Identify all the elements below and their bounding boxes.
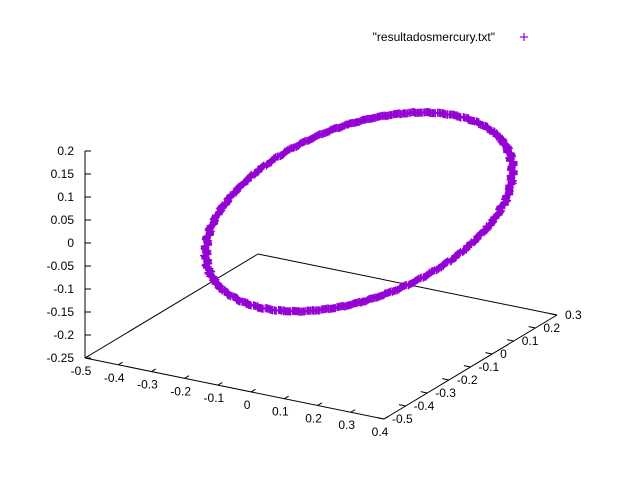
x-tick-label-5: 0 [244, 398, 251, 412]
y-tick-label-5: 0 [500, 347, 507, 361]
x-tick-label-7: 0.2 [305, 411, 322, 425]
series-point [496, 202, 505, 211]
x-tick-8 [350, 409, 356, 413]
series-point [290, 142, 299, 151]
x-tick-9 [383, 415, 389, 420]
series-point [263, 160, 272, 169]
x-tick-label-0: -0.5 [71, 364, 92, 378]
x-tick-label-4: -0.1 [204, 391, 225, 405]
y-tick-label-3: -0.2 [457, 373, 478, 387]
z-tick-label-9: -0.25 [47, 351, 75, 365]
y-tick-8 [550, 313, 558, 316]
z-tick-label-6: -0.1 [53, 282, 74, 296]
y-tick-1 [398, 404, 406, 407]
legend-label: "resultadosmercury.txt" [373, 30, 495, 44]
y-tick-2 [420, 391, 428, 394]
y-tick-label-1: -0.4 [414, 399, 435, 413]
series-point [476, 229, 485, 238]
x-tick-label-6: 0.1 [272, 405, 289, 419]
legend-marker-plus-icon [520, 33, 528, 41]
series-points-group [200, 108, 519, 316]
z-tick-label-8: -0.2 [53, 328, 74, 342]
y-tick-label-2: -0.3 [435, 386, 456, 400]
x-tick-3 [184, 375, 190, 379]
axes-group [84, 151, 558, 420]
legend: "resultadosmercury.txt" [373, 30, 528, 44]
x-tick-label-8: 0.3 [338, 418, 355, 432]
z-tick-label-4: 0 [67, 236, 74, 250]
z-tick-label-3: 0.05 [51, 213, 75, 227]
y-tick-7 [528, 326, 536, 329]
y-tick-6 [507, 339, 514, 342]
x-tick-label-1: -0.4 [104, 371, 125, 385]
x-tick-label-3: -0.2 [170, 384, 191, 398]
z-tick-label-5: -0.05 [47, 259, 75, 273]
z-tick-label-7: -0.15 [47, 305, 75, 319]
x-tick-6 [284, 395, 289, 400]
z-tick-label-1: 0.15 [51, 167, 75, 181]
series-point [222, 200, 231, 209]
y-tick-5 [485, 352, 493, 355]
x-tick-label-9: 0.4 [372, 425, 389, 439]
x-tick-7 [317, 402, 323, 406]
x-axis-line [84, 357, 385, 420]
x-tick-4 [217, 382, 223, 386]
x-tick-5 [250, 388, 256, 393]
y-tick-3 [442, 378, 449, 381]
y-tick-label-8: 0.3 [565, 308, 582, 322]
y-tick-label-4: -0.1 [479, 360, 500, 374]
x-tick-label-2: -0.3 [137, 378, 158, 392]
z-tick-label-2: 0.1 [57, 190, 74, 204]
y-tick-label-0: -0.5 [392, 412, 413, 426]
tick-marks-group [84, 150, 558, 420]
floor-back-left-edge [84, 253, 259, 359]
series-point [484, 224, 493, 233]
y-tick-0 [377, 417, 385, 420]
z-tick-label-0: 0.2 [57, 144, 74, 158]
series-point [482, 222, 491, 231]
tick-labels-group: -0.5 -0.4 -0.3 -0.2 -0.1 0 0.1 0.2 0.3 0.4-0.5-0.… [47, 144, 582, 439]
y-tick-label-6: 0.1 [522, 334, 539, 348]
x-tick-1 [117, 361, 123, 366]
y-tick-4 [463, 365, 471, 368]
x-tick-2 [151, 368, 157, 372]
y-tick-label-7: 0.2 [543, 321, 560, 335]
